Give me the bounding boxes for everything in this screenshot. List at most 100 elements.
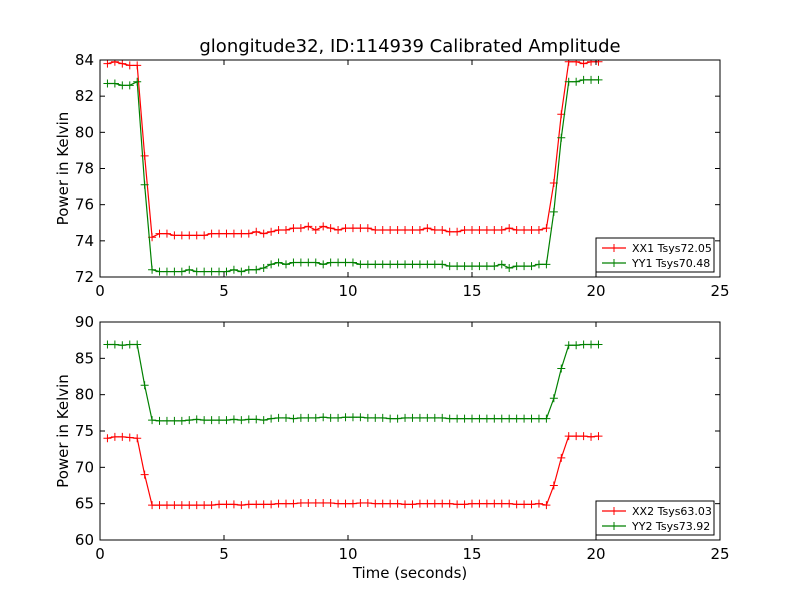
data-point [415,260,424,269]
data-point [363,224,372,233]
y-tick-label: 84 [75,51,94,69]
data-point [534,499,543,508]
data-point [423,224,432,233]
data-point [237,229,246,238]
data-point [497,414,506,423]
data-point [311,225,320,234]
y-tick-label: 74 [75,232,94,250]
x-tick-label: 0 [95,545,105,563]
legend-marker [610,522,618,530]
data-point [177,231,186,240]
data-point [549,481,558,490]
y-tick-label: 80 [75,123,94,141]
data-point [252,265,261,274]
data-point [304,222,313,231]
data-point [482,499,491,508]
data-point [564,60,573,66]
data-point [267,414,276,423]
data-point [475,262,484,271]
data-point [363,498,372,507]
data-point [110,340,119,349]
y-axis-label: Power in Kelvin [54,112,72,226]
data-point [408,500,417,509]
legend: XX2 Tsys63.03 YY2 Tsys73.92 [595,500,715,536]
data-point [587,60,596,66]
data-point [162,416,171,425]
data-point [326,498,335,507]
data-point [244,415,253,424]
legend-marker [610,507,618,515]
y-tick-label: 72 [75,268,94,286]
y-tick-label: 82 [75,87,94,105]
legend-box [595,500,715,536]
data-point [549,394,558,403]
x-tick-label: 10 [338,282,357,300]
legend-entry: XX1 Tsys72.05 [632,242,712,255]
data-point [229,500,238,509]
data-point [460,500,469,509]
chart-title: glongitude32, ID:114939 Calibrated Ampli… [199,36,620,57]
legend-marker [610,244,618,252]
data-point [207,267,216,276]
data-point [133,340,142,349]
x-tick-label: 20 [586,545,605,563]
data-point [103,340,112,349]
data-point [460,262,469,271]
data-point [445,414,454,423]
data-point [341,258,350,267]
data-point [207,416,216,425]
data-point [371,499,380,508]
data-point [475,499,484,508]
data-point [326,258,335,267]
data-point [118,432,127,441]
data-point [185,231,194,240]
data-point [296,498,305,507]
data-point [378,260,387,269]
data-point [170,267,179,276]
data-point [252,500,261,509]
data-point [237,416,246,425]
data-point [133,61,142,70]
data-point [401,260,410,269]
data-point [475,225,484,234]
data-point [177,267,186,276]
data-point [386,225,395,234]
x-tick-label: 0 [95,282,105,300]
data-point [363,413,372,422]
data-point [326,224,335,233]
data-point [244,265,253,274]
y-tick-label: 75 [75,422,94,440]
top-plot: 0 5 10 15 20 25 72 74 76 78 80 82 84 Power in Kelvin X… [54,51,730,300]
x-tick-label: 15 [462,282,481,300]
data-point [482,225,491,234]
data-point [118,60,127,68]
data-point [192,415,201,424]
data-point [110,79,119,88]
data-point [103,60,112,68]
data-point [564,77,573,86]
data-point [527,225,536,234]
data-point [527,414,536,423]
data-point [468,499,476,508]
data-point [564,432,573,441]
data-point [118,341,127,350]
data-point [408,225,417,234]
data-point [401,225,410,234]
data-point [185,265,194,274]
data-point [341,413,350,422]
data-point [200,416,209,425]
data-point [229,229,238,238]
x-tick-label: 25 [710,545,729,563]
data-point [192,501,201,510]
data-point [438,499,447,508]
data-point [282,413,290,422]
data-point [289,258,298,267]
data-point [490,414,499,423]
data-point [378,413,387,422]
data-point [319,498,328,507]
data-point [215,229,224,238]
data-point [207,229,216,238]
data-point [482,262,491,271]
data-point [430,260,439,269]
